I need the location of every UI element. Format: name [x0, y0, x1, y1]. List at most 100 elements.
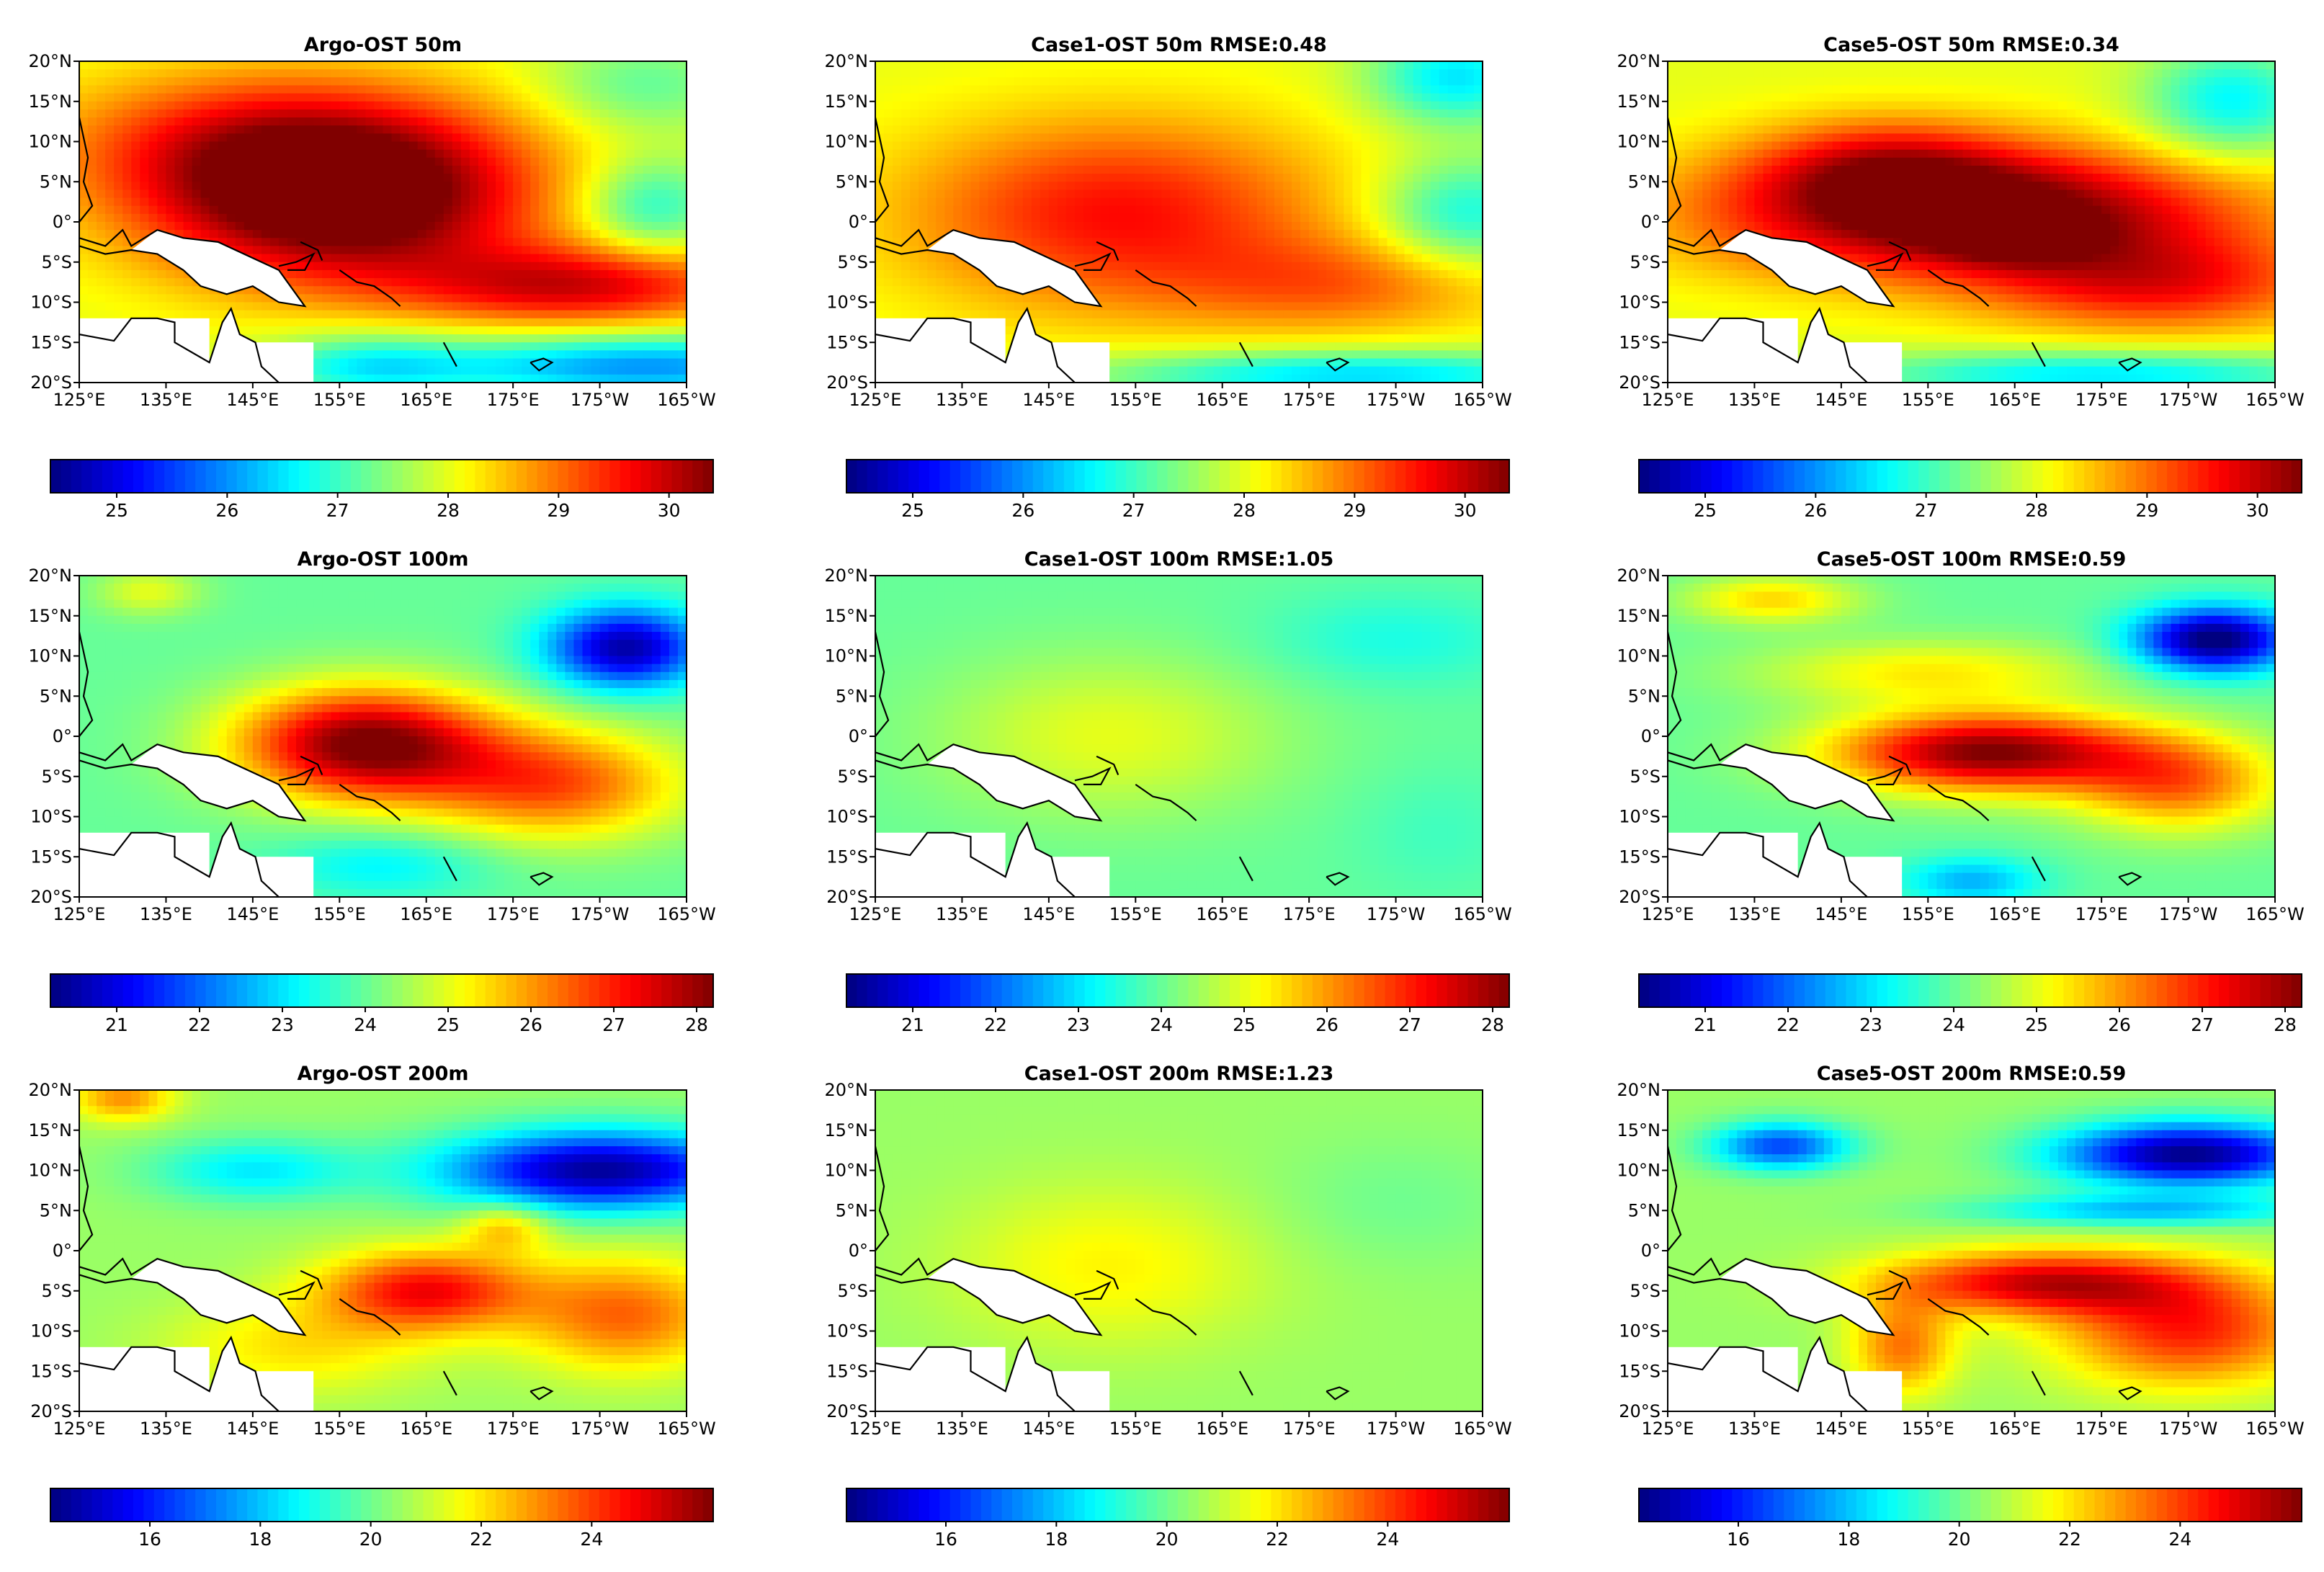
- heat-cell: [408, 246, 419, 255]
- heat-cell: [296, 117, 305, 126]
- heat-cell: [426, 117, 436, 126]
- heat-cell: [944, 77, 954, 86]
- heat-cell: [114, 197, 123, 207]
- heat-cell: [305, 334, 314, 343]
- heat-cell: [1230, 197, 1241, 207]
- heat-cell: [660, 93, 670, 102]
- heat-cell: [591, 342, 601, 351]
- heat-cell: [1083, 174, 1093, 182]
- heat-cell: [565, 69, 575, 78]
- heat-cell: [634, 149, 644, 158]
- heat-cell: [313, 222, 323, 231]
- heat-cell: [522, 269, 531, 279]
- heat-cell: [114, 254, 123, 263]
- heat-cell: [573, 334, 584, 343]
- heat-cell: [608, 125, 618, 134]
- heat-cell: [1318, 149, 1327, 158]
- heat-cell: [357, 334, 367, 343]
- heat-cell: [884, 182, 893, 190]
- heat-cell: [643, 326, 653, 335]
- heat-cell: [79, 141, 89, 151]
- heat-cell: [1074, 117, 1084, 126]
- heat-cell: [1421, 165, 1431, 174]
- heat-cell: [893, 182, 902, 190]
- heat-cell: [573, 61, 584, 70]
- heat-cell: [539, 262, 548, 271]
- heat-cell: [625, 374, 635, 383]
- heat-cell: [979, 197, 989, 207]
- heat-cell: [1395, 269, 1405, 279]
- heat-cell: [1378, 254, 1388, 263]
- heat-cell: [1361, 85, 1371, 94]
- heat-cell: [884, 61, 893, 70]
- heat-cell: [174, 269, 184, 279]
- heat-cell: [287, 61, 297, 70]
- heat-cell: [434, 342, 444, 351]
- heat-cell: [530, 125, 540, 134]
- heat-cell: [979, 101, 989, 110]
- heat-cell: [1248, 238, 1258, 247]
- heat-cell: [426, 318, 436, 327]
- heat-cell: [365, 334, 375, 343]
- heat-cell: [374, 246, 384, 255]
- heat-cell: [235, 205, 245, 215]
- colorbar-segment: [361, 460, 372, 493]
- heat-cell: [1456, 230, 1466, 238]
- heat-cell: [218, 205, 228, 215]
- heat-cell: [122, 205, 132, 215]
- heat-cell: [1292, 286, 1301, 295]
- heat-cell: [573, 374, 584, 383]
- heat-cell: [243, 157, 254, 166]
- colorbar-segment: [402, 460, 414, 493]
- heat-cell: [1248, 286, 1258, 295]
- heat-cell: [1326, 157, 1336, 166]
- heat-cell: [278, 125, 288, 134]
- colorbar-segment: [548, 460, 558, 493]
- heat-cell: [919, 222, 928, 231]
- colorbar-segment: [71, 460, 82, 493]
- heat-cell: [487, 117, 496, 126]
- heat-cell: [357, 238, 367, 247]
- heat-cell: [140, 286, 149, 295]
- heat-cell: [348, 93, 357, 102]
- heat-cell: [1101, 125, 1110, 134]
- heat-cell: [548, 222, 557, 231]
- heat-cell: [417, 93, 427, 102]
- heat-cell: [591, 101, 601, 110]
- heat-cell: [1179, 69, 1189, 78]
- heat-cell: [1387, 246, 1397, 255]
- heat-cell: [261, 294, 271, 303]
- heat-cell: [1361, 174, 1371, 182]
- heat-cell: [1361, 269, 1371, 279]
- heat-cell: [261, 238, 271, 247]
- heat-cell: [608, 157, 618, 166]
- heat-cell: [565, 358, 575, 367]
- heat-cell: [122, 133, 132, 143]
- heat-cell: [243, 286, 254, 295]
- heat-cell: [669, 197, 679, 207]
- heat-cell: [460, 262, 470, 271]
- heat-cell: [1031, 205, 1041, 215]
- heat-cell: [331, 230, 340, 238]
- heat-cell: [426, 310, 436, 319]
- heat-cell: [469, 133, 479, 143]
- heat-cell: [140, 310, 149, 319]
- heat-cell: [539, 269, 548, 279]
- heat-cell: [617, 222, 627, 231]
- heat-cell: [478, 157, 488, 166]
- heat-cell: [530, 85, 540, 94]
- heat-cell: [1065, 205, 1076, 215]
- heat-cell: [1022, 213, 1032, 223]
- heat-cell: [1335, 117, 1344, 126]
- heat-cell: [496, 174, 505, 182]
- heat-cell: [469, 342, 479, 351]
- heat-cell: [1344, 61, 1353, 70]
- heat-cell: [522, 286, 531, 295]
- heat-cell: [979, 133, 989, 143]
- heat-cell: [1387, 278, 1397, 287]
- heat-cell: [953, 165, 963, 174]
- heat-cell: [996, 213, 1006, 223]
- heat-cell: [1473, 246, 1483, 255]
- heat-cell: [1274, 174, 1284, 182]
- heat-cell: [183, 230, 193, 238]
